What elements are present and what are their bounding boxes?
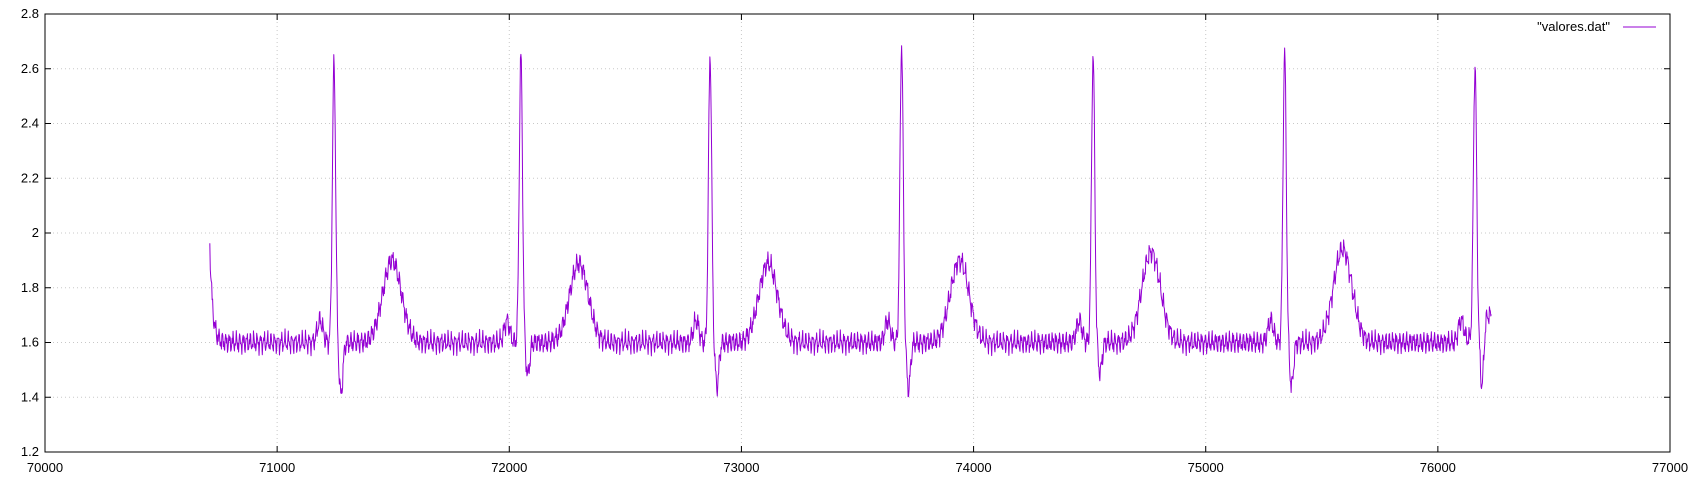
grid	[45, 14, 1670, 452]
y-tick-label: 1.2	[21, 444, 39, 459]
x-tick-label: 75000	[1188, 460, 1224, 475]
legend: "valores.dat"	[1537, 19, 1656, 34]
x-tick-label: 72000	[491, 460, 527, 475]
x-tick-label: 77000	[1652, 460, 1688, 475]
series-line-valores	[209, 45, 1492, 398]
x-tick-label: 70000	[27, 460, 63, 475]
y-tick-label: 2.2	[21, 170, 39, 185]
y-tick-label: 1.6	[21, 335, 39, 350]
x-tick-label: 71000	[259, 460, 295, 475]
legend-label: "valores.dat"	[1537, 19, 1610, 34]
y-tick-label: 1.4	[21, 389, 39, 404]
axis-ticks: 70000 71000 72000 73000 74000 75000 76000 77000…	[21, 6, 1688, 475]
x-tick-label: 74000	[955, 460, 991, 475]
series-layer	[209, 45, 1492, 398]
y-tick-label: 2.4	[21, 116, 39, 131]
y-tick-label: 2	[32, 225, 39, 240]
y-tick-label: 2.6	[21, 61, 39, 76]
x-tick-label: 76000	[1420, 460, 1456, 475]
y-tick-label: 2.8	[21, 6, 39, 21]
y-tick-label: 1.8	[21, 280, 39, 295]
x-tick-label: 73000	[723, 460, 759, 475]
